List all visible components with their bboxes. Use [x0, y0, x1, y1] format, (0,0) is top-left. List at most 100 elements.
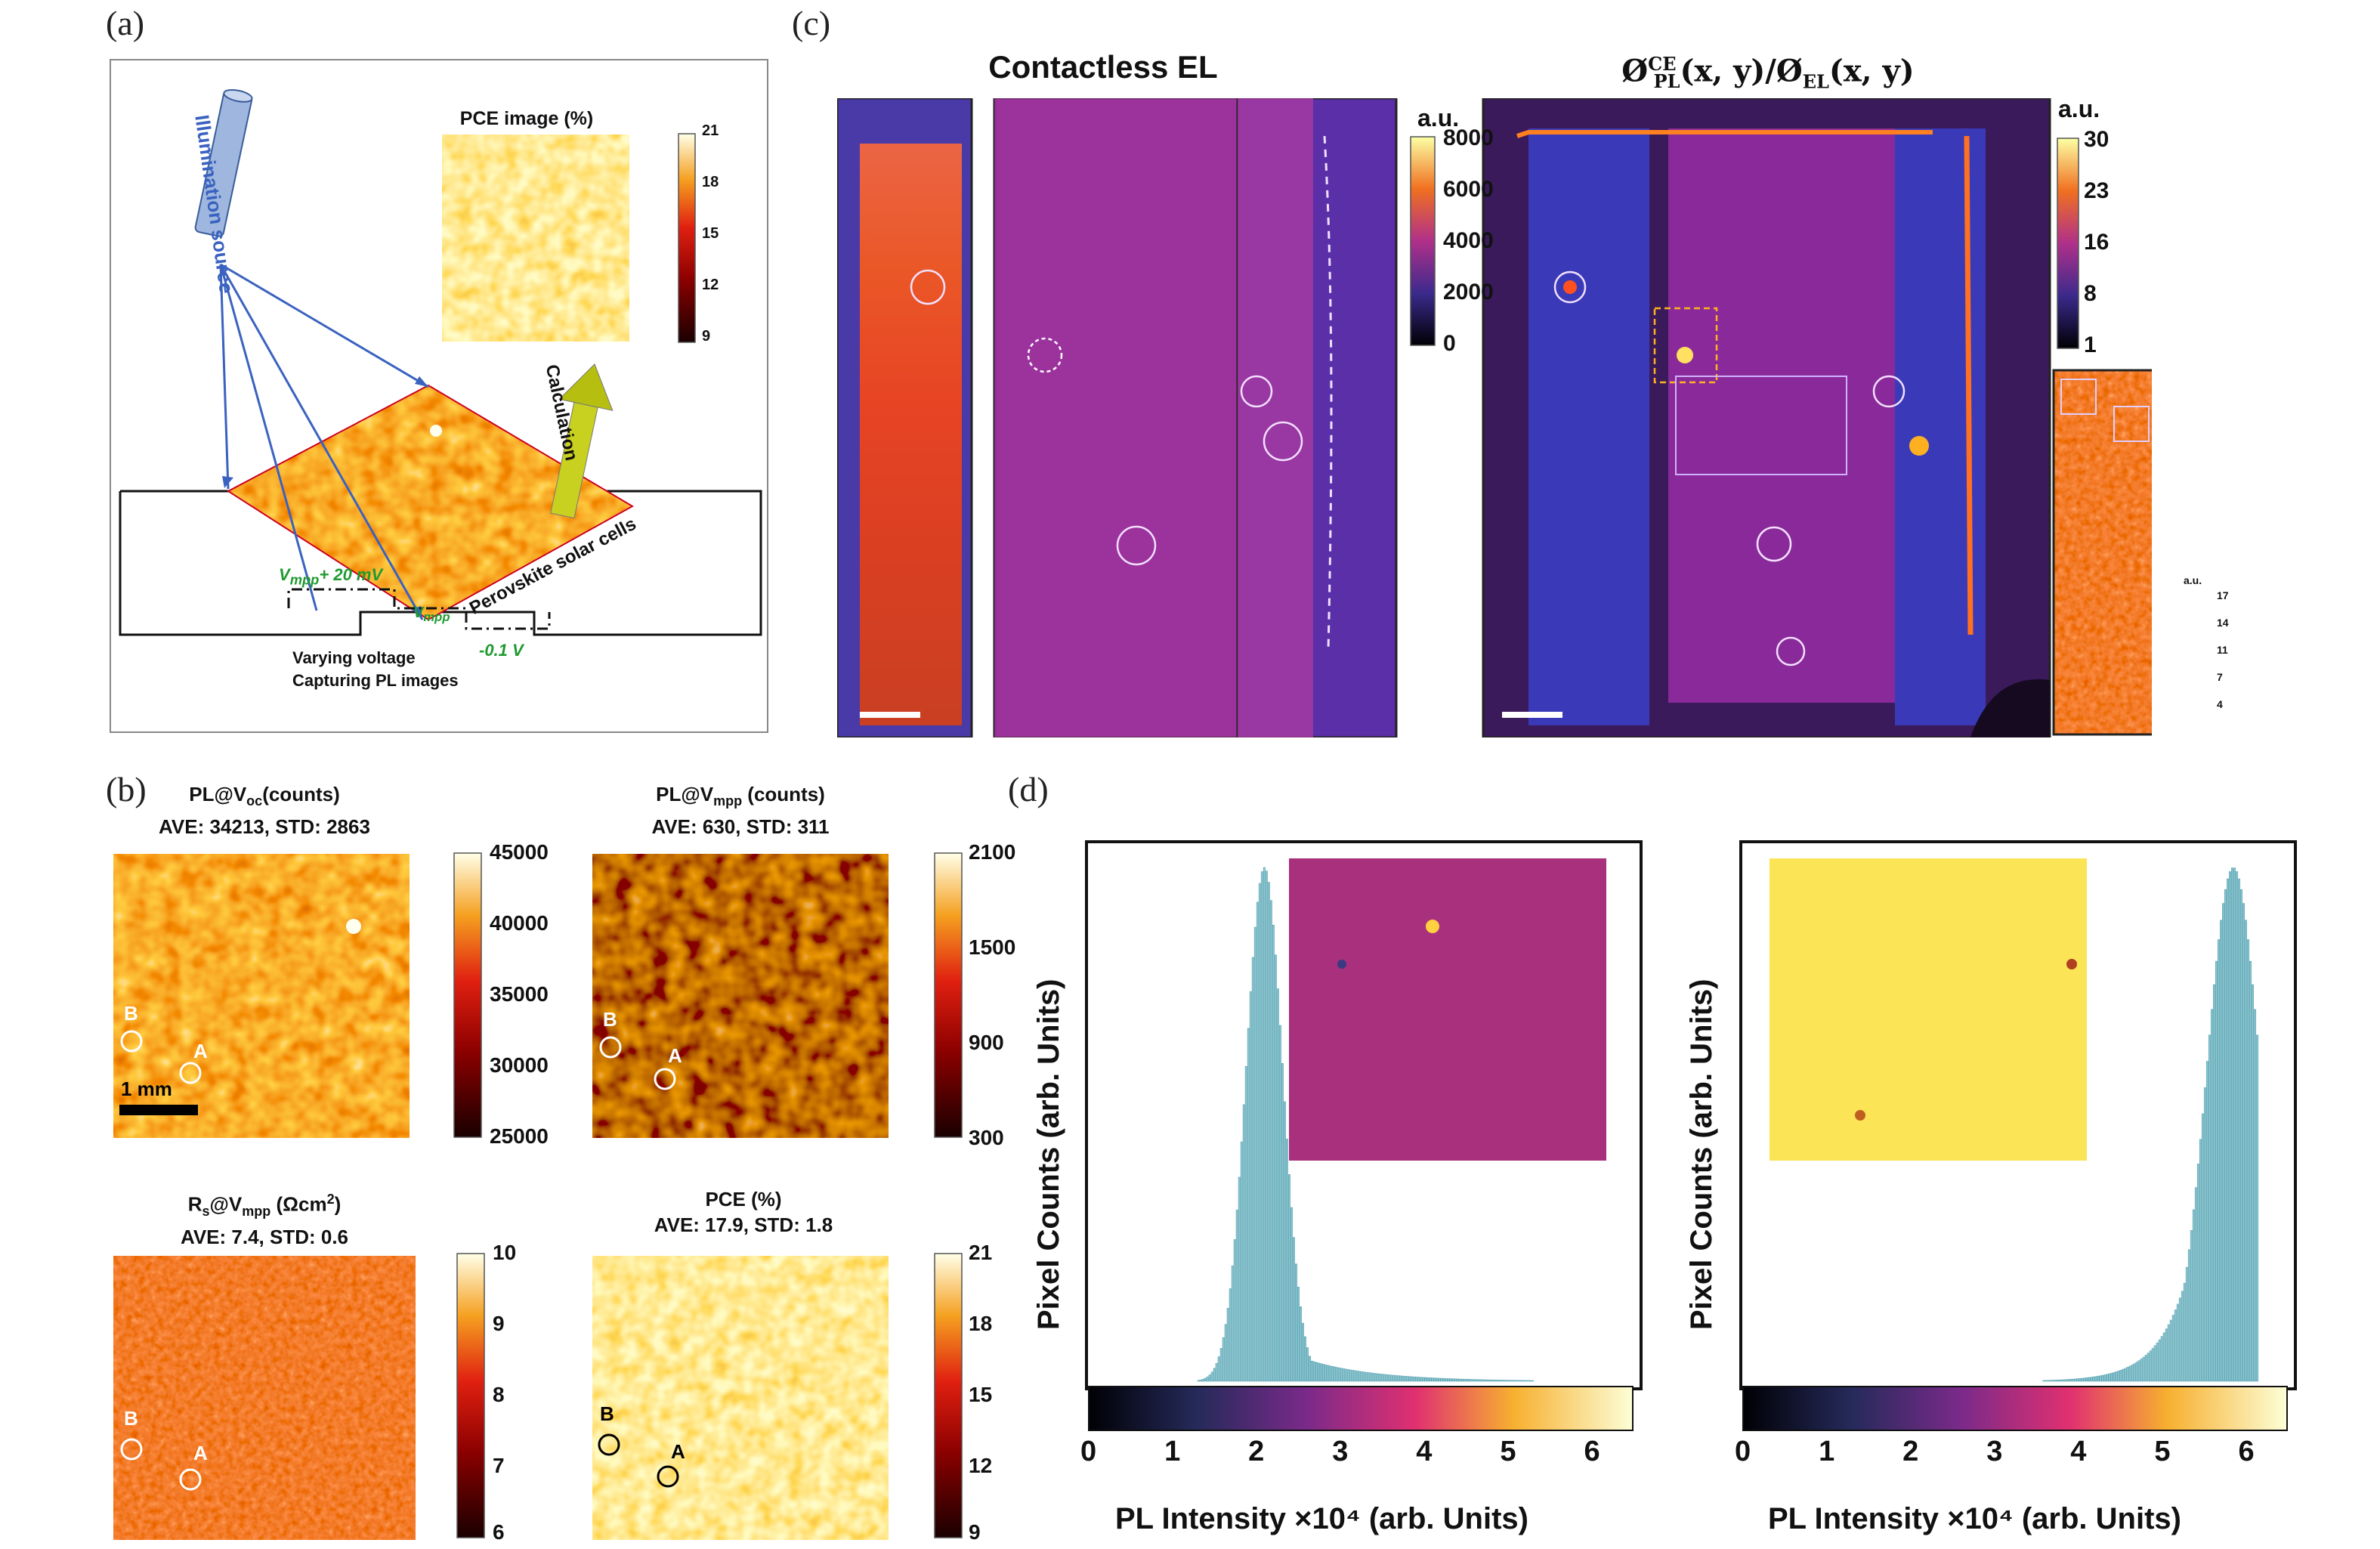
histogram-bar — [1340, 1368, 1343, 1382]
histogram-bar — [2208, 1034, 2211, 1382]
colorbar-tick: 21 — [969, 1241, 993, 1264]
histogram-bar — [1304, 1336, 1306, 1382]
histogram-bar — [2183, 1282, 2186, 1382]
histogram-bar — [1388, 1374, 1391, 1382]
point-b-label: B — [124, 1407, 138, 1430]
histogram-xtick: 6 — [1584, 1436, 1600, 1467]
histogram-bar — [1436, 1377, 1439, 1382]
histogram-bar — [2097, 1375, 2100, 1382]
histogram-bar — [2119, 1369, 2122, 1382]
el-strip-2 — [993, 98, 1241, 737]
histogram-bar — [1256, 901, 1259, 1382]
histogram-bar — [2094, 1376, 2097, 1382]
histogram-bar — [2083, 1377, 2086, 1382]
pce-ticks: 21 18 15 12 9 — [969, 1241, 1014, 1544]
histogram-bar — [1372, 1373, 1375, 1382]
histogram-bar — [2201, 1113, 2204, 1382]
histogram-bar — [2233, 867, 2236, 1382]
colorbar-tick: 12 — [969, 1454, 993, 1477]
histogram-bar — [2069, 1379, 2072, 1382]
histogram-bar — [2215, 960, 2218, 1382]
pce-image-colorbar — [678, 133, 696, 343]
ratio-image — [1482, 98, 2051, 737]
histogram-bar — [1354, 1370, 1357, 1382]
histogram-xtick: 5 — [1500, 1436, 1516, 1467]
histogram-bar — [1429, 1377, 1432, 1382]
histogram-bar — [2181, 1291, 2184, 1382]
histogram-bar — [1290, 1207, 1293, 1382]
histogram-bar — [1510, 1380, 1513, 1382]
histogram-xtick: 3 — [1986, 1436, 2003, 1467]
histogram-bar — [1269, 900, 1272, 1382]
histogram-bar — [1526, 1380, 1529, 1382]
histogram-bar — [2194, 1187, 2197, 1382]
histogram-1-inset — [1289, 858, 1606, 1161]
histogram-bar — [2074, 1378, 2077, 1382]
histogram-bar — [1208, 1374, 1211, 1382]
histogram-bar — [1347, 1369, 1350, 1382]
histogram-1-colorbar — [1088, 1386, 1634, 1431]
colorbar-tick: 300 — [969, 1126, 1004, 1149]
histogram-bar — [1210, 1371, 1213, 1382]
histogram-bar — [2076, 1378, 2079, 1382]
colorbar-tick: 15 — [969, 1383, 993, 1406]
point-a-label: A — [193, 1442, 208, 1464]
histogram-bar — [1244, 1066, 1247, 1382]
histogram-bar — [1226, 1307, 1229, 1382]
histogram-bar — [1295, 1263, 1297, 1382]
histogram-bar — [1331, 1366, 1334, 1382]
histogram-bar — [2067, 1379, 2070, 1382]
colorbar-tick: 30000 — [490, 1053, 549, 1077]
histogram-bar — [1390, 1374, 1393, 1382]
colorbar-tick: 900 — [969, 1031, 1004, 1054]
histogram-1-ylabel: Pixel Counts (arb. Units) — [1032, 979, 1065, 1331]
scale-bar-label: 1 mm — [121, 1077, 172, 1100]
histogram-bar — [1313, 1361, 1315, 1382]
histogram-bar — [1399, 1375, 1402, 1382]
ratio-tick: 23 — [2084, 178, 2110, 203]
histogram-bar — [1287, 1174, 1290, 1382]
cell-outline — [119, 490, 762, 636]
histogram-bar — [2081, 1377, 2084, 1382]
rs-vmpp-map: B A — [113, 1256, 416, 1540]
point-a-label: A — [671, 1440, 685, 1463]
histogram-bar — [2047, 1380, 2050, 1382]
histogram-bar — [2122, 1368, 2125, 1382]
histogram-bar — [1242, 1104, 1245, 1382]
histogram-bar — [2212, 984, 2215, 1382]
histogram-xtick: 4 — [2070, 1436, 2087, 1467]
histogram-bar — [1263, 867, 1266, 1382]
colorbar-tick: 9 — [969, 1520, 981, 1544]
ratio-tick: 8 — [2084, 281, 2097, 306]
colorbar-tick: 10 — [493, 1241, 517, 1264]
histogram-bar — [2185, 1266, 2188, 1382]
histogram-bar — [2190, 1230, 2193, 1382]
histogram-bar — [2142, 1356, 2145, 1382]
histogram-xtick: 4 — [1416, 1436, 1433, 1467]
histogram-bar — [2178, 1297, 2181, 1382]
histogram-bar — [1253, 926, 1256, 1382]
histogram-bar — [1345, 1368, 1348, 1382]
setup-schematic — [119, 88, 762, 636]
capturing-label: Capturing PL images — [292, 671, 459, 690]
histogram-bar — [1422, 1377, 1425, 1382]
histogram-bar — [1517, 1380, 1520, 1382]
histogram-bar — [2147, 1353, 2150, 1382]
colorbar-tick: 45000 — [490, 840, 549, 864]
histogram-bar — [1215, 1362, 1218, 1382]
histogram-bar — [2106, 1374, 2109, 1382]
light-rays — [219, 263, 429, 620]
histogram-bar — [2085, 1377, 2088, 1382]
pce-image-map — [442, 134, 629, 342]
histogram-bar — [2108, 1373, 2111, 1382]
pce-tick: 9 — [702, 328, 711, 345]
panel-label-d: (d) — [1008, 770, 1049, 809]
histogram-bar — [2063, 1379, 2066, 1382]
histogram-bar — [1338, 1367, 1341, 1382]
histogram-bar — [1285, 1139, 1288, 1382]
histogram-bar — [2229, 871, 2231, 1382]
histogram-bar — [1426, 1377, 1430, 1382]
histogram-bar — [1361, 1371, 1364, 1382]
colorbar-tick: 25000 — [490, 1124, 549, 1148]
